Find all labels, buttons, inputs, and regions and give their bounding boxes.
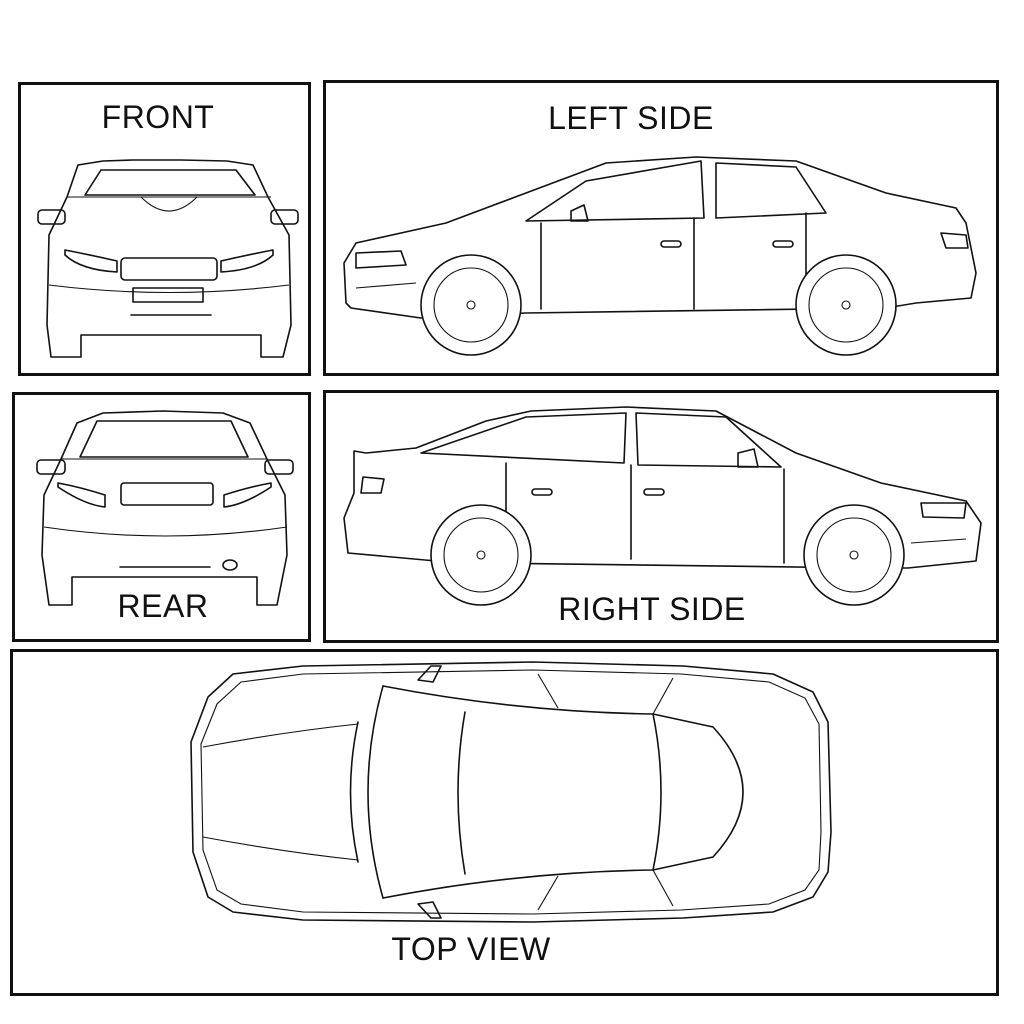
rear-car-drawing — [15, 395, 314, 645]
front-car-drawing — [21, 85, 314, 379]
front-view-panel: FRONT — [18, 82, 311, 376]
top-car-drawing — [13, 652, 1002, 999]
right-side-view-label: RIGHT SIDE — [558, 591, 746, 627]
left-side-car-drawing — [326, 83, 1002, 379]
rear-view-label: REAR — [117, 588, 209, 624]
top-view-label: TOP VIEW — [391, 931, 551, 967]
rear-view-panel: REAR — [12, 392, 311, 642]
left-side-view-label: LEFT SIDE — [548, 100, 714, 136]
top-view-panel: TOP VIEW — [10, 649, 999, 996]
front-view-label: FRONT — [101, 99, 215, 135]
right-side-car-drawing — [326, 393, 1002, 646]
right-side-view-panel: RIGHT SIDE — [323, 390, 999, 643]
left-side-view-panel: LEFT SIDE — [323, 80, 999, 376]
